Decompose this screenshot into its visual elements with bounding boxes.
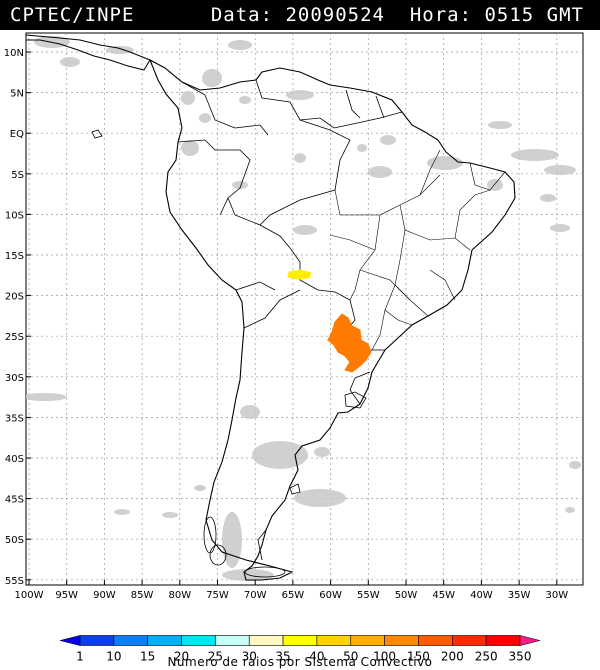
lon-tick-label: 70W	[244, 590, 267, 601]
lon-tick-label: 90W	[93, 590, 116, 601]
lat-tick-label: 30S	[5, 373, 24, 384]
color-legend: 1 10 15 20 25 30 35 40 50 100 150 200 250 350	[59, 635, 541, 664]
legend-swatch	[181, 635, 216, 646]
lat-tick-label: 55S	[5, 576, 24, 587]
lightning-systems	[287, 269, 372, 373]
legend-value-label: 350	[509, 650, 532, 664]
lat-tick-label: 45S	[5, 495, 24, 506]
lat-tick-label: 20S	[5, 292, 24, 303]
lon-tick-label: 85W	[131, 590, 154, 601]
longitude-axis: 100W 95W 90W 85W 80W 75W 70W 65W 60W 55W 50W 45W 40W…	[15, 580, 568, 601]
legend-swatch	[215, 635, 250, 646]
legend-arrow-high	[519, 635, 541, 646]
legend-swatch	[282, 635, 318, 646]
lon-tick-label: 60W	[319, 590, 342, 601]
legend-caption: Numero de raios por Sistema Convectivo	[167, 655, 433, 669]
lat-tick-label: EQ	[10, 129, 24, 140]
lon-tick-label: 45W	[432, 590, 455, 601]
lightning-map: 10N5NEQ5S10S15S20S25S30S35S40S45S50S55S …	[4, 32, 584, 601]
legend-swatch	[485, 635, 521, 646]
legend-swatch	[350, 635, 385, 646]
lon-tick-label: 55W	[357, 590, 380, 601]
legend-value-label: 50	[343, 650, 358, 664]
lon-tick-label: 80W	[168, 590, 191, 601]
lat-tick-label: 5S	[11, 170, 24, 181]
lon-tick-label: 30W	[545, 590, 568, 601]
legend-value-label: 25	[208, 650, 223, 664]
lat-tick-label: 35S	[5, 413, 24, 424]
date-time-label: Data: 20090524 Hora: 0515 GMT	[210, 4, 584, 26]
lon-tick-label: 95W	[55, 590, 78, 601]
latitude-axis: 10N 5N EQ 5S 10S 15S 20S 25S 30S 35S 40S 45S 50S 55S	[4, 48, 31, 587]
legend-value-label: 30	[242, 650, 257, 664]
legend-value-label: 15	[140, 650, 155, 664]
lat-tick-label: 25S	[5, 332, 24, 343]
lat-tick-label: 10N	[4, 48, 24, 59]
lat-tick-label: 40S	[5, 454, 24, 465]
legend-swatch	[316, 635, 352, 646]
legend-value-label: 40	[309, 650, 324, 664]
lon-tick-label: 50W	[395, 590, 418, 601]
legend-value-label: 100	[373, 650, 396, 664]
lon-tick-label: 100W	[15, 590, 44, 601]
state-borders	[329, 149, 506, 351]
legend-swatch	[147, 635, 182, 646]
legend-swatch	[248, 635, 284, 646]
lat-tick-label: 5N	[10, 89, 24, 100]
legend-value-label: 10	[106, 650, 121, 664]
lat-lon-grid	[26, 33, 583, 585]
lat-tick-label: 50S	[5, 535, 24, 546]
legend-value-label: 250	[475, 650, 498, 664]
legend-value-label: 1	[76, 650, 84, 664]
lat-tick-label: 15S	[5, 251, 24, 262]
legend-arrow-low	[59, 635, 81, 646]
lon-tick-label: 40W	[470, 590, 493, 601]
legend-value-label: 150	[407, 650, 430, 664]
legend-swatch	[79, 635, 115, 646]
legend-value-label: 35	[275, 650, 290, 664]
legend-swatch	[452, 635, 487, 646]
legend-value-label: 200	[441, 650, 464, 664]
lon-tick-label: 75W	[206, 590, 229, 601]
agency-label: CPTEC/INPE	[10, 4, 135, 26]
header-bar: CPTEC/INPE Data: 20090524 Hora: 0515 GMT	[0, 0, 600, 30]
legend-value-label: 20	[174, 650, 189, 664]
lon-tick-label: 65W	[282, 590, 305, 601]
country-borders	[177, 79, 403, 561]
yellow-system	[287, 269, 312, 280]
legend-swatch	[418, 635, 453, 646]
islands	[91, 129, 367, 578]
cloud-cover	[26, 36, 581, 581]
orange-system	[327, 313, 372, 373]
lat-tick-label: 10S	[5, 210, 24, 221]
lon-tick-label: 35W	[508, 590, 531, 601]
legend-swatch	[113, 635, 148, 646]
central-america-coastline	[26, 34, 151, 71]
legend-swatch	[384, 635, 419, 646]
